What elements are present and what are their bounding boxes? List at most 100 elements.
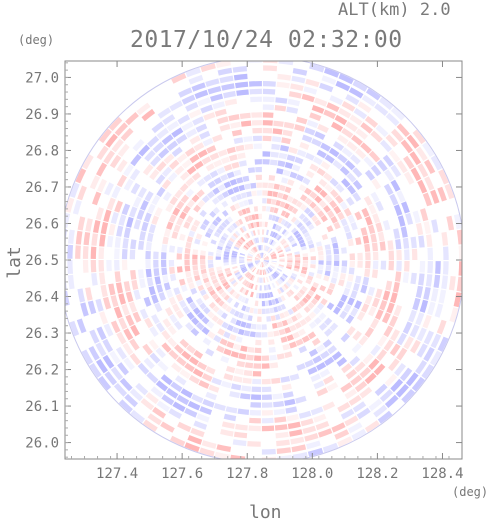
radar-cell xyxy=(308,271,315,277)
radar-cell xyxy=(285,248,291,253)
radar-cell xyxy=(281,240,287,246)
radar-cell xyxy=(69,182,80,198)
radar-cell xyxy=(151,121,165,134)
radar-cell xyxy=(390,292,398,304)
radar-cell xyxy=(241,305,247,312)
radar-cell xyxy=(170,381,183,393)
radar-cell xyxy=(357,260,363,268)
radar-cell xyxy=(318,200,327,208)
radar-cell xyxy=(238,218,244,225)
radar-cell xyxy=(290,275,296,281)
radar-cell xyxy=(209,170,219,179)
radar-cell xyxy=(275,234,280,240)
radar-cell xyxy=(247,346,255,353)
radar-cell xyxy=(229,334,237,341)
radar-cell xyxy=(143,296,152,307)
radar-cell xyxy=(248,253,254,257)
radar-cell xyxy=(286,266,292,270)
radar-cell xyxy=(80,302,89,317)
radar-cell xyxy=(274,298,280,304)
radar-cell xyxy=(250,402,261,408)
radar-cell xyxy=(205,163,215,172)
radar-cell xyxy=(350,290,358,299)
radar-cell xyxy=(305,235,312,242)
radar-cell xyxy=(247,254,253,257)
altitude-label: ALT(km) 2.0 xyxy=(338,0,451,20)
radar-cell xyxy=(171,231,179,239)
radar-cell xyxy=(311,138,322,147)
radar-cell xyxy=(404,249,410,260)
radar-cell xyxy=(230,317,237,325)
radar-cell xyxy=(264,292,268,299)
radar-cell xyxy=(108,116,123,131)
radar-cell xyxy=(153,260,159,268)
radar-cell xyxy=(380,139,392,153)
radar-cell xyxy=(207,180,216,189)
radar-cell xyxy=(184,407,198,418)
radar-cell xyxy=(208,263,214,269)
radar-cell xyxy=(223,348,232,356)
radar-cell xyxy=(327,210,335,219)
radar-cell xyxy=(117,143,130,157)
radar-cell xyxy=(140,398,155,411)
radar-cell xyxy=(334,114,348,126)
radar-cell xyxy=(263,258,269,260)
radar-cell xyxy=(125,314,135,327)
radar-cell xyxy=(371,242,378,252)
radar-cell xyxy=(337,153,348,164)
radar-cell xyxy=(193,219,201,227)
radar-cell xyxy=(195,279,203,287)
radar-cell xyxy=(220,291,228,298)
radar-cell xyxy=(286,195,294,203)
radar-cell xyxy=(338,279,345,287)
radar-cell xyxy=(425,274,433,287)
radar-cell xyxy=(261,262,262,268)
radar-cell xyxy=(291,306,298,313)
radar-cell xyxy=(234,202,241,210)
radar-cell xyxy=(362,353,374,365)
x-tick-label: 127.4 xyxy=(96,466,138,482)
y-unit-label: (deg) xyxy=(18,33,55,47)
radar-cell xyxy=(220,355,230,364)
radar-cell xyxy=(227,188,235,196)
radar-cell xyxy=(422,192,433,207)
radar-cell xyxy=(323,205,331,213)
radar-cell xyxy=(175,134,188,145)
radar-cell xyxy=(223,257,229,260)
radar-cell xyxy=(375,200,384,212)
radar-cell xyxy=(191,82,206,92)
radar-cell xyxy=(276,447,292,454)
radar-cell xyxy=(339,166,350,176)
radar-cell xyxy=(216,318,224,326)
radar-cell xyxy=(394,271,402,282)
radar-cell xyxy=(212,187,220,195)
radar-cell xyxy=(403,155,415,170)
radar-cell xyxy=(287,262,293,265)
radar-cell xyxy=(171,127,184,138)
radar-cell xyxy=(333,141,345,151)
radar-cell xyxy=(380,260,387,270)
radar-cell xyxy=(307,447,324,457)
radar-cell xyxy=(114,200,123,213)
radar-cell xyxy=(388,260,394,271)
radar-cell xyxy=(165,387,179,399)
radar-cell xyxy=(227,239,234,245)
radar-cell xyxy=(403,171,415,185)
radar-cell xyxy=(274,216,280,223)
radar-cell xyxy=(295,233,302,239)
radar-cell xyxy=(364,327,375,338)
radar-cell xyxy=(387,240,394,250)
radar-cell xyxy=(301,246,307,251)
radar-cell xyxy=(370,344,381,356)
radar-cell xyxy=(123,227,131,239)
radar-cell xyxy=(292,331,301,339)
radar-cell xyxy=(100,284,108,298)
radar-cell xyxy=(379,241,386,251)
radar-cell xyxy=(118,293,126,305)
radar-cell xyxy=(331,422,346,433)
radar-cell xyxy=(352,330,362,341)
radar-cell xyxy=(262,151,271,157)
radar-cell xyxy=(242,175,250,182)
radar-cell xyxy=(194,275,201,282)
radar-cell xyxy=(283,244,290,249)
